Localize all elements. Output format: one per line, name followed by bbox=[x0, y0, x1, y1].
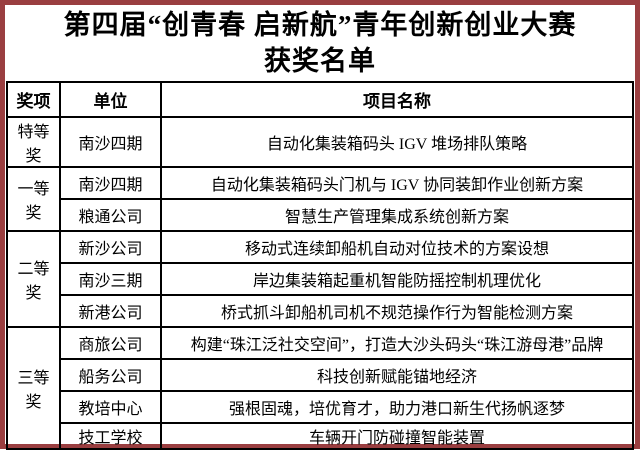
award-cell: 二等奖 bbox=[6, 230, 61, 328]
award-cell: 一等奖 bbox=[6, 166, 61, 232]
table-row: 粮通公司 智慧生产管理集成系统创新方案 bbox=[7, 198, 634, 232]
col-header-unit: 单位 bbox=[59, 81, 162, 118]
unit-cell: 粮通公司 bbox=[59, 198, 162, 232]
table-row: 一等奖 南沙四期 自动化集装箱码头门机与 IGV 协同装卸作业创新方案 bbox=[6, 166, 634, 232]
header-row: 奖项 单位 项目名称 bbox=[6, 81, 634, 118]
page-title-line1: 第四届“创青春 启新航”青年创新创业大赛 bbox=[63, 10, 577, 40]
project-cell: 科技创新赋能锚地经济 bbox=[160, 358, 634, 392]
project-cell: 构建“珠江泛社交空间”，打造大沙头码头“珠江游母港”品牌 bbox=[160, 326, 634, 360]
project-cell: 车辆开门防碰撞智能装置 bbox=[160, 422, 634, 450]
page-title: 第四届“创青春 启新航”青年创新创业大赛 获奖名单 bbox=[5, 5, 635, 81]
table-row: 教培中心 强根固魂，培优育才，助力港口新生代扬帆逐梦 bbox=[7, 390, 634, 424]
project-cell: 桥式抓斗卸船机司机不规范操作行为智能检测方案 bbox=[160, 294, 634, 328]
project-cell: 强根固魂，培优育才，助力港口新生代扬帆逐梦 bbox=[160, 390, 634, 424]
table-row: 特等奖 南沙四期 自动化集装箱码头 IGV 堆场排队策略 bbox=[6, 116, 634, 168]
unit-cell: 技工学校 bbox=[59, 422, 162, 450]
table-row: 技工学校 车辆开门防碰撞智能装置 bbox=[7, 422, 634, 450]
unit-cell: 新沙公司 bbox=[59, 230, 162, 264]
unit-cell: 商旅公司 bbox=[59, 326, 162, 360]
awards-table-header: 奖项 单位 项目名称 bbox=[6, 81, 634, 118]
table-row: 三等奖 商旅公司 构建“珠江泛社交空间”，打造大沙头码头“珠江游母港”品牌 bbox=[6, 326, 634, 450]
award-cell: 特等奖 bbox=[6, 116, 61, 168]
unit-cell: 船务公司 bbox=[59, 358, 162, 392]
project-cell: 智慧生产管理集成系统创新方案 bbox=[160, 198, 634, 232]
table-row: 新港公司 桥式抓斗卸船机司机不规范操作行为智能检测方案 bbox=[7, 294, 634, 328]
unit-cell: 南沙三期 bbox=[59, 262, 162, 296]
col-header-project: 项目名称 bbox=[160, 81, 634, 118]
table-row: 二等奖 新沙公司 移动式连续卸船机自动对位技术的方案设想 bbox=[6, 230, 634, 328]
page-title-line2: 获奖名单 bbox=[264, 46, 376, 76]
awards-table: 奖项 单位 项目名称 特等奖 南沙四期 自动化集装箱码头 IGV 堆场排队策略 一等奖… bbox=[6, 81, 634, 450]
unit-cell: 教培中心 bbox=[59, 390, 162, 424]
unit-cell: 南沙四期 bbox=[59, 166, 162, 200]
table-row: 南沙三期 岸边集装箱起重机智能防摇控制机理优化 bbox=[7, 262, 634, 296]
table-row: 船务公司 科技创新赋能锚地经济 bbox=[7, 358, 634, 392]
project-cell: 岸边集装箱起重机智能防摇控制机理优化 bbox=[160, 262, 634, 296]
unit-cell: 南沙四期 bbox=[59, 116, 162, 168]
project-cell: 自动化集装箱码头 IGV 堆场排队策略 bbox=[160, 116, 634, 168]
project-cell: 移动式连续卸船机自动对位技术的方案设想 bbox=[160, 230, 634, 264]
col-header-award: 奖项 bbox=[6, 81, 61, 118]
unit-cell: 新港公司 bbox=[59, 294, 162, 328]
awards-tbody: 特等奖 南沙四期 自动化集装箱码头 IGV 堆场排队策略 一等奖 南沙四期 自动化集装箱码… bbox=[6, 116, 634, 450]
project-cell: 自动化集装箱码头门机与 IGV 协同装卸作业创新方案 bbox=[160, 166, 634, 200]
award-cell: 三等奖 bbox=[6, 326, 61, 450]
